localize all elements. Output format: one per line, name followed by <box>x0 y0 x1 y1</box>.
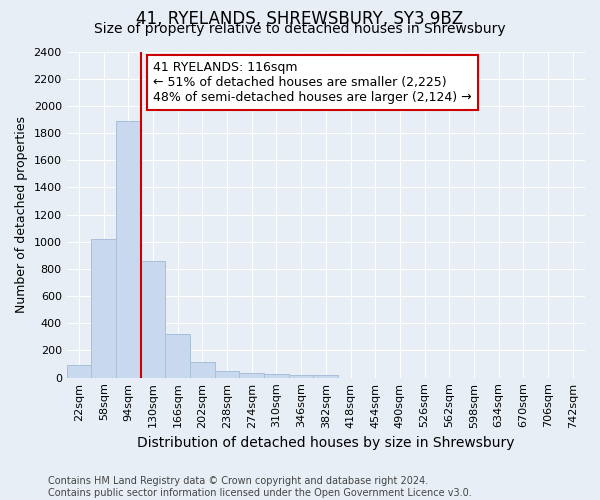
Bar <box>239 372 264 378</box>
Bar <box>215 371 239 378</box>
Bar <box>190 362 215 378</box>
Bar <box>313 374 338 378</box>
X-axis label: Distribution of detached houses by size in Shrewsbury: Distribution of detached houses by size … <box>137 436 515 450</box>
Bar <box>116 121 141 378</box>
Bar <box>166 334 190 378</box>
Bar <box>141 261 166 378</box>
Text: Contains HM Land Registry data © Crown copyright and database right 2024.
Contai: Contains HM Land Registry data © Crown c… <box>48 476 472 498</box>
Text: Size of property relative to detached houses in Shrewsbury: Size of property relative to detached ho… <box>94 22 506 36</box>
Text: 41 RYELANDS: 116sqm
← 51% of detached houses are smaller (2,225)
48% of semi-det: 41 RYELANDS: 116sqm ← 51% of detached ho… <box>153 61 472 104</box>
Bar <box>264 374 289 378</box>
Y-axis label: Number of detached properties: Number of detached properties <box>15 116 28 313</box>
Bar <box>67 366 91 378</box>
Text: 41, RYELANDS, SHREWSBURY, SY3 9BZ: 41, RYELANDS, SHREWSBURY, SY3 9BZ <box>136 10 464 28</box>
Bar <box>91 239 116 378</box>
Bar <box>289 374 313 378</box>
